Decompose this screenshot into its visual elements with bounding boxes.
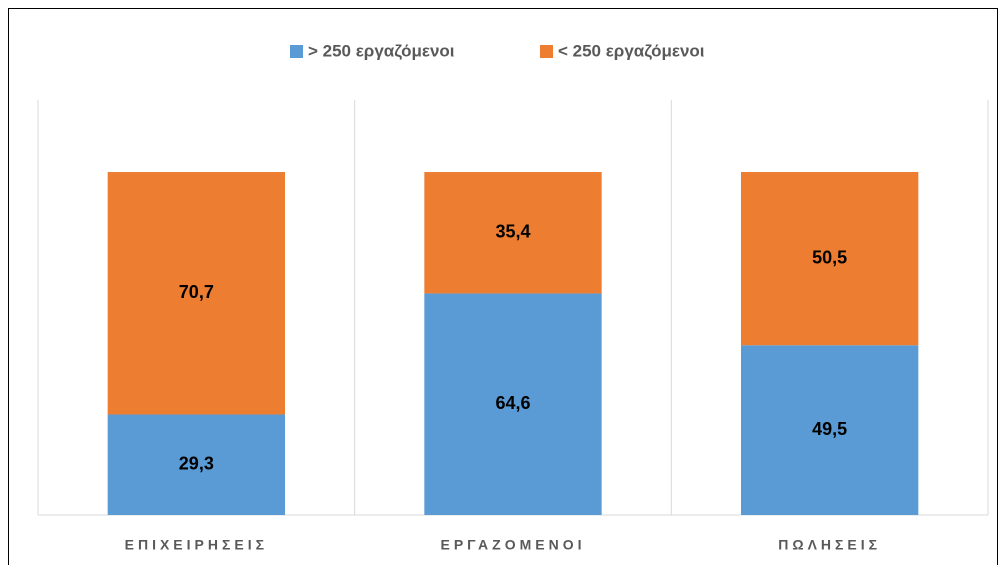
bar-segment xyxy=(107,172,286,415)
bar-segment xyxy=(741,172,919,346)
bar-segment xyxy=(741,345,919,515)
bar-segment xyxy=(424,172,602,294)
x-tick-label: ΕΠΙΧΕΙΡΗΣΕΙΣ xyxy=(125,537,268,553)
data-label: 70,7 xyxy=(179,282,214,302)
data-label: 29,3 xyxy=(179,454,214,474)
bar-segment xyxy=(424,293,602,515)
legend-label: < 250 εργαζόμενοι xyxy=(558,41,705,60)
legend-swatch xyxy=(540,45,553,58)
data-label: 64,6 xyxy=(495,393,530,413)
x-tick-label: ΠΩΛΗΣΕΙΣ xyxy=(778,537,881,553)
data-label: 35,4 xyxy=(495,221,530,241)
x-tick-label: ΕΡΓΑΖΟΜΕΝΟΙ xyxy=(440,537,585,553)
data-label: 50,5 xyxy=(812,247,847,267)
legend-swatch xyxy=(290,45,303,58)
legend-label: > 250 εργαζόμενοι xyxy=(308,41,455,60)
data-label: 49,5 xyxy=(812,419,847,439)
bar-segment xyxy=(107,414,286,515)
